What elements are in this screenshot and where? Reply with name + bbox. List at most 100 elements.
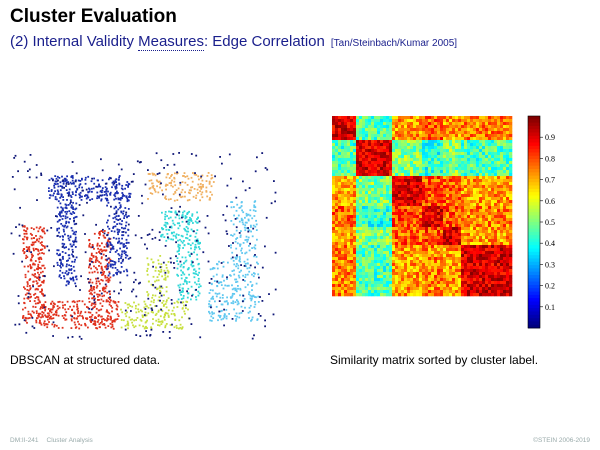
measures-link[interactable]: Measures <box>138 33 204 51</box>
matrix-cell <box>425 230 429 234</box>
scatter-point-cyan <box>172 238 174 241</box>
matrix-cell <box>353 131 357 135</box>
matrix-cell <box>362 236 366 240</box>
matrix-cell <box>506 212 510 216</box>
scatter-point-blue <box>69 202 71 205</box>
matrix-cell <box>350 158 354 162</box>
scatter-point-red <box>27 313 30 315</box>
scatter-point-noise <box>220 262 223 264</box>
scatter-point-lightblue <box>236 263 238 265</box>
matrix-cell <box>431 233 435 237</box>
matrix-cell <box>392 128 396 132</box>
matrix-cell <box>500 128 504 132</box>
matrix-cell <box>476 176 480 180</box>
scatter-point-lightblue <box>231 270 234 272</box>
scatter-point-red <box>38 258 40 261</box>
matrix-cell <box>404 167 408 171</box>
scatter-point-orange <box>208 181 211 184</box>
scatter-point-red <box>112 300 115 303</box>
scatter-point-orange <box>195 174 198 176</box>
matrix-cell <box>416 185 420 189</box>
scatter-point-lightblue <box>212 289 214 292</box>
scatter-point-noise <box>186 290 188 293</box>
matrix-cell <box>398 134 402 138</box>
matrix-cell <box>377 158 381 162</box>
matrix-cell <box>407 170 411 174</box>
scatter-point-blue <box>127 257 130 260</box>
matrix-cell <box>491 227 495 231</box>
matrix-cell <box>494 134 498 138</box>
matrix-cell <box>386 200 390 204</box>
matrix-cell <box>494 152 498 156</box>
matrix-cell <box>416 161 420 165</box>
matrix-cell <box>362 128 366 132</box>
matrix-cell <box>458 221 462 225</box>
matrix-cell <box>365 200 369 204</box>
matrix-cell <box>368 131 372 135</box>
matrix-cell <box>383 194 387 198</box>
matrix-cell <box>473 233 477 237</box>
scatter-point-yellowgreen <box>157 324 159 326</box>
matrix-cell <box>458 224 462 228</box>
scatter-point-noise <box>261 266 264 269</box>
matrix-cell <box>419 227 423 231</box>
scatter-point-orange <box>174 191 177 194</box>
scatter-point-cyan <box>166 233 169 235</box>
matrix-cell <box>491 119 495 123</box>
scatter-point-orange <box>153 189 156 192</box>
matrix-cell <box>506 137 510 141</box>
scatter-point-yellowgreen <box>147 294 149 297</box>
scatter-point-orange <box>186 184 189 186</box>
scatter-point-noise <box>173 163 176 166</box>
matrix-cell <box>398 230 402 234</box>
scatter-point-blue <box>117 178 120 181</box>
matrix-cell <box>338 215 342 219</box>
scatter-point-lightblue <box>208 292 211 294</box>
matrix-cell <box>494 194 498 198</box>
scatter-point-lightblue <box>234 256 237 259</box>
matrix-cell <box>383 176 387 180</box>
matrix-cell <box>425 164 429 168</box>
matrix-cell <box>383 131 387 135</box>
matrix-cell <box>425 203 429 207</box>
matrix-cell <box>440 116 444 120</box>
scatter-point-noise <box>210 306 212 309</box>
matrix-cell <box>431 152 435 156</box>
matrix-cell <box>338 191 342 195</box>
scatter-point-noise <box>195 288 197 291</box>
scatter-point-red <box>90 267 92 270</box>
matrix-cell <box>350 176 354 180</box>
scatter-point-blue <box>110 230 113 232</box>
matrix-cell <box>413 215 417 219</box>
matrix-cell <box>335 191 339 195</box>
scatter-point-yellowgreen <box>173 326 176 329</box>
scatter-point-noise <box>10 232 13 235</box>
matrix-cell <box>482 206 486 210</box>
scatter-point-lightblue <box>230 302 233 304</box>
scatter-point-yellowgreen <box>173 302 176 304</box>
matrix-cell <box>347 203 351 207</box>
scatter-point-yellowgreen <box>182 301 185 304</box>
scatter-point-red <box>77 307 79 310</box>
scatter-point-orange <box>157 181 160 183</box>
scatter-point-red <box>38 279 41 282</box>
scatter-point-blue <box>112 274 115 276</box>
scatter-point-blue <box>79 194 81 197</box>
scatter-point-lightblue <box>249 310 251 313</box>
scatter-point-red <box>26 289 29 291</box>
scatter-point-red <box>89 257 91 260</box>
scatter-point-yellowgreen <box>181 301 184 304</box>
scatter-point-lightblue <box>246 267 249 270</box>
matrix-cell <box>425 134 429 138</box>
scatter-point-orange <box>172 185 174 188</box>
matrix-cell <box>482 236 486 240</box>
scatter-point-blue <box>68 191 71 194</box>
scatter-point-blue <box>103 194 106 196</box>
scatter-point-red <box>96 285 99 287</box>
scatter-point-blue <box>115 186 118 189</box>
scatter-point-orange <box>187 177 190 180</box>
matrix-cell <box>491 224 495 228</box>
matrix-cell <box>431 146 435 150</box>
matrix-cell <box>503 122 507 126</box>
matrix-cell <box>422 128 426 132</box>
